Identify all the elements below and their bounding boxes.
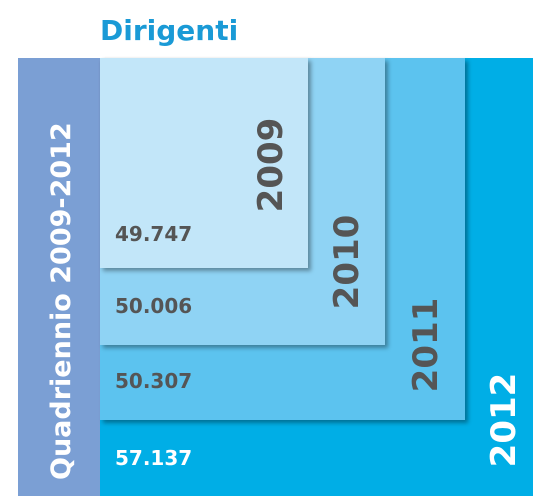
boxes: 57.137 2012 50.307 2011 50.006 2010 49.747 2009	[100, 58, 533, 496]
year-label: 2010	[327, 215, 367, 310]
year-label: 2011	[406, 298, 446, 393]
side-label: Quadriennio 2009-2012	[46, 122, 77, 480]
side-bar	[18, 58, 100, 496]
value-label: 49.747	[115, 222, 192, 246]
title: Dirigenti	[100, 14, 238, 47]
value-label: 57.137	[115, 446, 192, 470]
year-label: 2012	[484, 373, 524, 468]
value-label: 50.307	[115, 369, 192, 393]
year-box	[100, 58, 308, 268]
value-label: 50.006	[115, 294, 192, 318]
year-label: 2009	[251, 118, 291, 213]
